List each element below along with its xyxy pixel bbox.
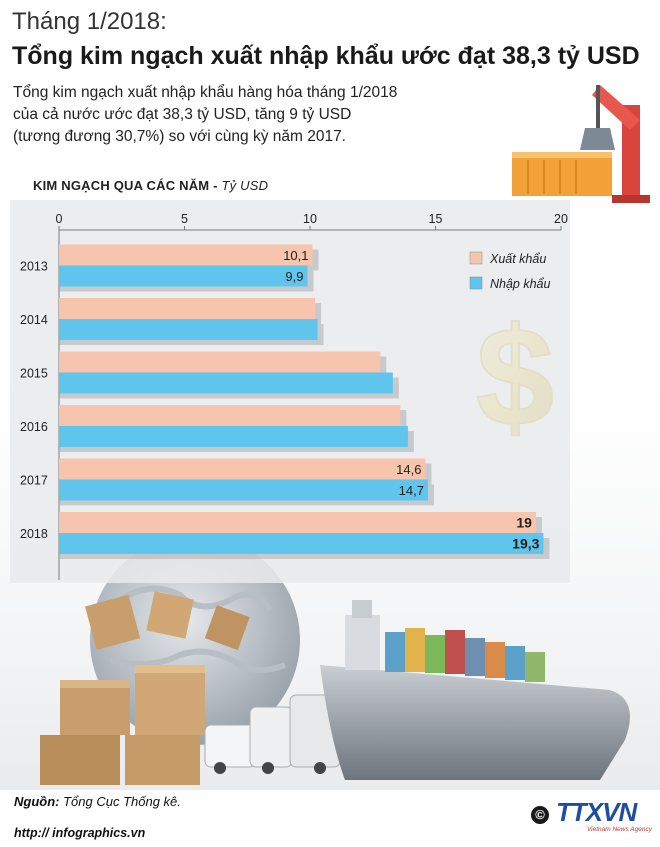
chart-unit: Tỷ USD [221, 178, 269, 193]
bar-import [59, 426, 408, 447]
bar-import [59, 479, 428, 501]
data-label-export: 14,6 [396, 462, 421, 477]
header-date: Tháng 1/2018: [12, 8, 167, 35]
x-tick-label: 0 [56, 212, 63, 226]
page-title: Tổng kim ngạch xuất nhập khẩu ước đạt 38… [12, 42, 640, 70]
x-tick-label: 5 [181, 212, 188, 226]
container-icon [512, 152, 612, 196]
bar-export [59, 405, 401, 426]
summary-text: Tổng kim ngạch xuất nhập khẩu hàng hóa t… [13, 82, 453, 148]
data-label-import: 14,7 [399, 483, 424, 498]
y-category-label: 2018 [20, 527, 48, 541]
bar-export [59, 244, 313, 266]
bar-import [59, 265, 308, 287]
data-label-export: 10,1 [283, 248, 308, 263]
y-category-label: 2015 [20, 367, 48, 381]
bar-import [59, 372, 393, 394]
van-icon [204, 694, 341, 774]
cargo-ship-icon [320, 600, 630, 780]
source-text: Tổng Cục Thống kê. [63, 794, 181, 809]
ttxvn-logo: TTXVN Vietnam News Agency [556, 797, 652, 833]
bar-export [59, 351, 381, 373]
x-tick-label: 10 [303, 212, 317, 226]
data-label-import: 9,9 [285, 269, 303, 284]
cargo-boxes-icon [40, 591, 250, 785]
legend-label: Nhập khẩu [490, 277, 551, 291]
data-label-import: 19,3 [512, 536, 539, 552]
x-tick-label: 15 [429, 212, 443, 226]
footer-url[interactable]: http:// infographics.vn [14, 826, 146, 840]
y-category-label: 2013 [20, 260, 48, 274]
copyright-icon: © [531, 806, 549, 824]
legend-label: Xuất khẩu [489, 252, 546, 266]
crane-icon [580, 85, 650, 203]
y-category-label: 2014 [20, 313, 48, 327]
legend-swatch [469, 251, 483, 265]
bar-export [59, 512, 536, 533]
y-category-label: 2017 [20, 474, 48, 488]
source-label: Nguồn: [14, 794, 60, 809]
data-label-export: 19 [516, 515, 532, 531]
logo-subtitle: Vietnam News Agency [586, 826, 652, 833]
summary-line: Tổng kim ngạch xuất nhập khẩu hàng hóa t… [13, 84, 398, 101]
legend-swatch [469, 276, 483, 290]
summary-line: của cả nước ước đạt 38,3 tỷ USD, tăng 9 … [13, 106, 352, 123]
bar-import [59, 533, 544, 554]
bar-import [59, 319, 318, 340]
chart-title: KIM NGẠCH QUA CÁC NĂM - Tỷ USD [33, 178, 269, 193]
bar-export [59, 298, 316, 319]
x-tick-label: 20 [554, 212, 568, 226]
logo-text: TTXVN [556, 797, 637, 827]
summary-line: (tương đương 30,7%) so với cùng kỳ năm 2… [13, 128, 346, 145]
y-category-label: 2016 [20, 420, 48, 434]
chart-title-text: KIM NGẠCH QUA CÁC NĂM [33, 178, 210, 193]
footer-source: Nguồn: Tổng Cục Thống kê. [14, 794, 181, 809]
bar-export [59, 458, 426, 480]
